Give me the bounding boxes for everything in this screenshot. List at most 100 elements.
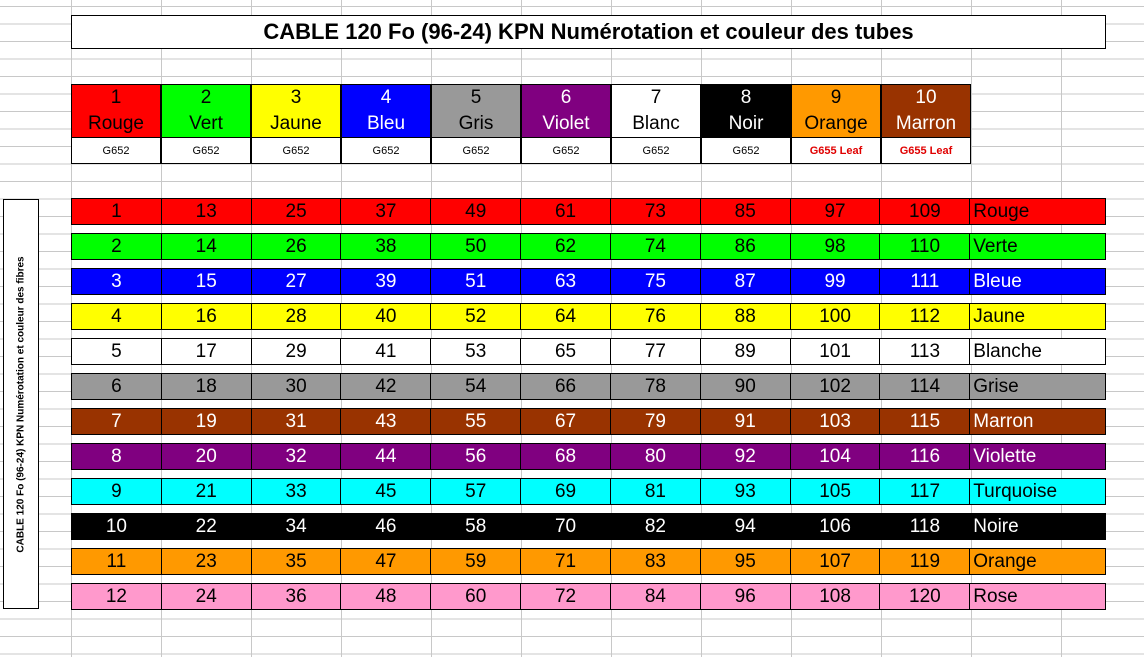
fiber-number-cell[interactable]: 41 — [341, 339, 432, 364]
fiber-number-cell[interactable]: 60 — [431, 584, 522, 609]
fiber-number-cell[interactable]: 39 — [341, 269, 432, 294]
fiber-color-name-cell[interactable]: Turquoise — [973, 480, 1058, 502]
fiber-number-cell[interactable]: 69 — [521, 479, 611, 504]
fiber-number-cell[interactable]: 101 — [791, 339, 881, 364]
fiber-number-cell[interactable]: 11 — [72, 549, 162, 574]
tube-number-cell[interactable]: 1 — [71, 84, 161, 111]
fiber-number-cell[interactable]: 31 — [252, 409, 342, 434]
fiber-number-cell[interactable]: 86 — [701, 234, 791, 259]
fiber-number-cell[interactable]: 52 — [431, 304, 522, 329]
tube-number-cell[interactable]: 4 — [341, 84, 431, 111]
fiber-number-cell[interactable]: 28 — [252, 304, 342, 329]
fiber-number-cell[interactable]: 114 — [880, 374, 971, 399]
tube-number-cell[interactable]: 7 — [611, 84, 701, 111]
fiber-color-name-cell[interactable]: Rouge — [973, 200, 1030, 222]
fiber-number-cell[interactable]: 70 — [521, 514, 611, 539]
fiber-number-cell[interactable]: 83 — [611, 549, 701, 574]
fiber-number-cell[interactable]: 5 — [72, 339, 162, 364]
fiber-number-cell[interactable]: 65 — [521, 339, 611, 364]
fiber-number-cell[interactable]: 40 — [341, 304, 432, 329]
tube-color-name-cell[interactable]: Rouge — [71, 111, 161, 138]
tube-color-name-cell[interactable]: Vert — [161, 111, 251, 138]
fiber-number-cell[interactable]: 51 — [431, 269, 522, 294]
tube-number-cell[interactable]: 2 — [161, 84, 251, 111]
fiber-number-cell[interactable]: 111 — [880, 269, 971, 294]
fiber-number-cell[interactable]: 116 — [880, 444, 971, 469]
tube-fiber-type-cell[interactable]: G652 — [701, 138, 791, 164]
fiber-number-cell[interactable]: 81 — [611, 479, 701, 504]
fiber-number-cell[interactable]: 75 — [611, 269, 701, 294]
fiber-number-cell[interactable]: 22 — [162, 514, 252, 539]
tube-color-name-cell[interactable]: Noir — [701, 111, 791, 138]
fiber-number-cell[interactable]: 32 — [252, 444, 342, 469]
tube-color-name-cell[interactable]: Blanc — [611, 111, 701, 138]
fiber-number-cell[interactable]: 93 — [701, 479, 791, 504]
fiber-number-cell[interactable]: 64 — [521, 304, 611, 329]
fiber-number-cell[interactable]: 57 — [431, 479, 522, 504]
fiber-number-cell[interactable]: 105 — [791, 479, 881, 504]
fiber-number-cell[interactable]: 107 — [791, 549, 881, 574]
fiber-number-cell[interactable]: 100 — [791, 304, 881, 329]
fiber-number-cell[interactable]: 29 — [252, 339, 342, 364]
fiber-number-cell[interactable]: 98 — [791, 234, 881, 259]
fiber-number-cell[interactable]: 97 — [791, 199, 881, 224]
fiber-number-cell[interactable]: 33 — [252, 479, 342, 504]
fiber-number-cell[interactable]: 73 — [611, 199, 701, 224]
fiber-number-cell[interactable]: 113 — [880, 339, 971, 364]
fiber-number-cell[interactable]: 119 — [880, 549, 971, 574]
fiber-number-cell[interactable]: 30 — [252, 374, 342, 399]
fiber-number-cell[interactable]: 76 — [611, 304, 701, 329]
fiber-number-cell[interactable]: 104 — [791, 444, 881, 469]
fiber-number-cell[interactable]: 47 — [341, 549, 432, 574]
fiber-number-cell[interactable]: 63 — [521, 269, 611, 294]
fiber-number-cell[interactable]: 34 — [252, 514, 342, 539]
fiber-number-cell[interactable]: 1 — [72, 199, 162, 224]
fiber-number-cell[interactable]: 58 — [431, 514, 522, 539]
fiber-number-cell[interactable]: 43 — [341, 409, 432, 434]
tube-fiber-type-cell[interactable]: G652 — [251, 138, 341, 164]
tube-color-name-cell[interactable]: Marron — [881, 111, 971, 138]
tube-fiber-type-cell[interactable]: G652 — [521, 138, 611, 164]
fiber-number-cell[interactable]: 95 — [701, 549, 791, 574]
fiber-number-cell[interactable]: 87 — [701, 269, 791, 294]
tube-fiber-type-cell[interactable]: G652 — [161, 138, 251, 164]
fiber-number-cell[interactable]: 103 — [791, 409, 881, 434]
fiber-number-cell[interactable]: 26 — [252, 234, 342, 259]
fiber-number-cell[interactable]: 37 — [341, 199, 432, 224]
fiber-color-name-cell[interactable]: Blanche — [973, 340, 1042, 362]
tube-number-cell[interactable]: 3 — [251, 84, 341, 111]
fiber-number-cell[interactable]: 92 — [701, 444, 791, 469]
fiber-number-cell[interactable]: 23 — [162, 549, 252, 574]
fiber-color-name-cell[interactable]: Marron — [973, 410, 1034, 432]
fiber-number-cell[interactable]: 14 — [162, 234, 252, 259]
fiber-number-cell[interactable]: 99 — [791, 269, 881, 294]
fiber-number-cell[interactable]: 4 — [72, 304, 162, 329]
fiber-number-cell[interactable]: 109 — [880, 199, 971, 224]
fiber-number-cell[interactable]: 85 — [701, 199, 791, 224]
fiber-number-cell[interactable]: 36 — [252, 584, 342, 609]
fiber-number-cell[interactable]: 54 — [431, 374, 522, 399]
fiber-color-name-cell[interactable]: Verte — [973, 235, 1018, 257]
tube-fiber-type-cell[interactable]: G655 Leaf — [791, 138, 881, 164]
fiber-number-cell[interactable]: 16 — [162, 304, 252, 329]
sheet-title-cell[interactable]: CABLE 120 Fo (96-24) KPN Numérotation et… — [71, 15, 1106, 49]
tube-color-name-cell[interactable]: Gris — [431, 111, 521, 138]
fiber-number-cell[interactable]: 50 — [431, 234, 522, 259]
fiber-number-cell[interactable]: 96 — [701, 584, 791, 609]
fiber-number-cell[interactable]: 68 — [521, 444, 611, 469]
fiber-number-cell[interactable]: 48 — [341, 584, 432, 609]
fiber-number-cell[interactable]: 112 — [880, 304, 971, 329]
fiber-number-cell[interactable]: 118 — [880, 514, 971, 539]
tube-number-cell[interactable]: 6 — [521, 84, 611, 111]
fiber-color-name-cell[interactable]: Bleue — [973, 270, 1022, 292]
fiber-number-cell[interactable]: 35 — [252, 549, 342, 574]
fiber-number-cell[interactable]: 38 — [341, 234, 432, 259]
tube-number-cell[interactable]: 5 — [431, 84, 521, 111]
fiber-number-cell[interactable]: 108 — [791, 584, 881, 609]
fiber-number-cell[interactable]: 13 — [162, 199, 252, 224]
fiber-number-cell[interactable]: 78 — [611, 374, 701, 399]
fiber-number-cell[interactable]: 15 — [162, 269, 252, 294]
fiber-color-name-cell[interactable]: Grise — [973, 375, 1019, 397]
tube-color-name-cell[interactable]: Bleu — [341, 111, 431, 138]
fiber-number-cell[interactable]: 6 — [72, 374, 162, 399]
